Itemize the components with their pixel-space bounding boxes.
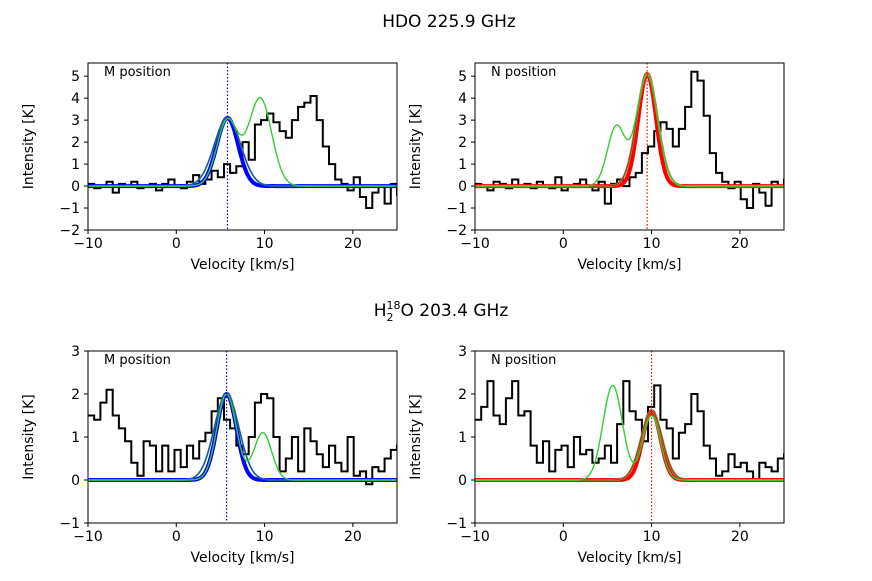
x-tick-label: −10 — [73, 236, 103, 252]
y-tick-label: 3 — [458, 344, 467, 360]
y-tick-label: 1 — [458, 157, 467, 173]
x-tick-label: 10 — [256, 236, 274, 252]
x-tick-label: 20 — [731, 236, 749, 252]
x-tick-label: 20 — [344, 236, 362, 252]
y-tick-label: 2 — [458, 135, 467, 151]
fit-line-fit3 — [475, 410, 784, 481]
spectrum-line — [88, 95, 397, 209]
x-tick-label: 20 — [731, 529, 749, 545]
x-tick-label: 0 — [172, 236, 181, 252]
title-rest: O 203.4 GHz — [401, 301, 509, 321]
y-axis-label: Intensity [K] — [21, 394, 37, 480]
plot-area — [88, 388, 397, 486]
y-axis-label: Intensity [K] — [408, 394, 424, 480]
axes-frame — [474, 62, 785, 231]
y-tick-label: 4 — [71, 91, 80, 107]
plot-area — [475, 70, 784, 209]
fit-line-fit2 — [475, 410, 784, 482]
x-axis-label: Velocity [km/s] — [577, 257, 681, 273]
x-tick-label: −10 — [460, 529, 490, 545]
title-sup-18: 18 — [387, 299, 401, 312]
x-tick-label: 10 — [643, 236, 661, 252]
fit-line-two-component — [88, 96, 397, 187]
x-tick-label: 10 — [256, 529, 274, 545]
x-tick-label: −10 — [460, 236, 490, 252]
y-tick-label: 1 — [71, 430, 80, 446]
spectrum-line — [475, 380, 784, 481]
y-axis-label: Intensity [K] — [408, 104, 424, 190]
y-tick-label: 2 — [71, 135, 80, 151]
x-tick-label: 20 — [344, 529, 362, 545]
panel-label: N position — [491, 353, 556, 368]
fit-line-two-component — [88, 393, 397, 481]
x-axis-label: Velocity [km/s] — [190, 257, 294, 273]
y-tick-label: 3 — [71, 113, 80, 129]
x-tick-label: 0 — [559, 529, 568, 545]
panel-label: N position — [491, 65, 556, 80]
y-axis-label: Intensity [K] — [21, 104, 37, 190]
fit-line-two-component — [475, 73, 784, 187]
fit-line-fit1 — [475, 72, 784, 189]
x-tick-label: 10 — [643, 529, 661, 545]
y-tick-label: −1 — [446, 516, 467, 532]
y-tick-label: −2 — [59, 223, 80, 239]
fit-line-fit2 — [88, 117, 397, 187]
axes-frame — [87, 62, 398, 231]
y-tick-label: 4 — [458, 91, 467, 107]
y-tick-label: 0 — [458, 179, 467, 195]
spectrum-line — [88, 388, 397, 486]
x-tick-label: −10 — [73, 529, 103, 545]
y-tick-label: 5 — [458, 69, 467, 85]
row-title-h218o: H218O 203.4 GHz — [374, 299, 509, 324]
title-h: H — [374, 301, 387, 321]
title-sub-2: 2 — [387, 311, 394, 324]
x-axis-label: Velocity [km/s] — [190, 550, 294, 566]
y-tick-label: 0 — [71, 179, 80, 195]
y-tick-label: 3 — [458, 113, 467, 129]
y-tick-label: 0 — [71, 473, 80, 489]
y-tick-label: 1 — [71, 157, 80, 173]
fit-line-two-component — [475, 384, 784, 481]
y-tick-label: −1 — [59, 201, 80, 217]
y-tick-label: 2 — [71, 387, 80, 403]
axes-frame — [474, 350, 785, 524]
x-tick-label: 0 — [559, 236, 568, 252]
y-tick-label: 0 — [458, 473, 467, 489]
y-tick-label: 1 — [458, 430, 467, 446]
y-tick-label: 5 — [71, 69, 80, 85]
plot-area — [475, 380, 784, 482]
panel-label: M position — [104, 65, 171, 80]
y-tick-label: −1 — [446, 201, 467, 217]
y-tick-label: −2 — [446, 223, 467, 239]
spectrum-line — [475, 70, 784, 209]
x-axis-label: Velocity [km/s] — [577, 550, 681, 566]
x-tick-label: 0 — [172, 529, 181, 545]
y-tick-label: 3 — [71, 344, 80, 360]
y-tick-label: 2 — [458, 387, 467, 403]
fit-line-fit1 — [475, 409, 784, 482]
panel-label: M position — [104, 353, 171, 368]
plot-area — [88, 95, 397, 209]
y-tick-label: −1 — [59, 516, 80, 532]
row-title-hdo: HDO 225.9 GHz — [382, 12, 516, 32]
